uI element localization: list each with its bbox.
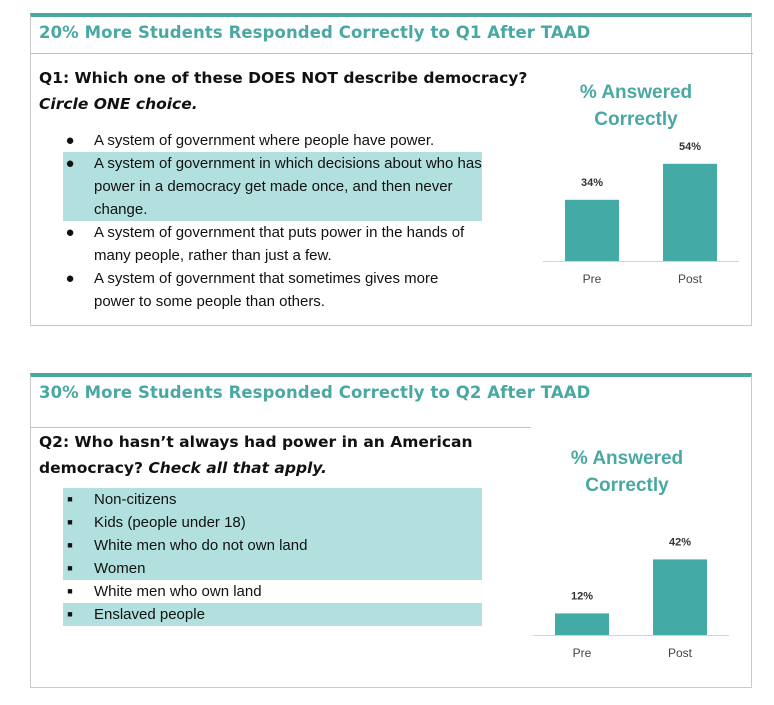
bullet-square-icon: ■: [67, 540, 73, 550]
question-panel-1: 20% More Students Responded Correctly to…: [30, 13, 753, 326]
data-label-post: 54%: [679, 141, 701, 153]
panel-1-banner: 20% More Students Responded Correctly to…: [39, 23, 591, 42]
tick-label-pre: Pre: [583, 272, 602, 286]
question-panel-2: 30% More Students Responded Correctly to…: [30, 373, 752, 688]
bullet-dot-icon: ●: [65, 270, 75, 287]
chart-2: 12% Pre 42% Post: [533, 536, 729, 660]
bullet-square-icon: ■: [67, 609, 73, 619]
chart-2-title: % Answered Correctly: [570, 448, 684, 496]
q2-option-3: ■ White men who do not own land: [63, 534, 482, 557]
chart-1: 34% Pre 54% Post: [543, 141, 739, 286]
q1-option-4: ● A system of government that sometimes g…: [63, 267, 482, 313]
q1-question-text: Q1: Which one of these DOES NOT describe…: [39, 69, 528, 87]
q2-instruction: Check all that apply.: [148, 459, 327, 477]
bar-pre: [565, 199, 619, 261]
q2-option-1: ■ Non-citizens: [63, 488, 482, 511]
bullet-square-icon: ■: [67, 517, 73, 527]
data-label-post: 42%: [669, 536, 691, 548]
bar-post: [663, 163, 717, 261]
q2-question: Q2: Who hasn’t always had power in an Am…: [39, 429, 499, 481]
bar-post: [653, 559, 707, 635]
panel-1-divider: [31, 53, 753, 54]
q1-option-1: ● A system of government where people hav…: [63, 129, 482, 152]
q2-option-6: ■ Enslaved people: [63, 603, 482, 626]
chart-1-title: % Answered Correctly: [579, 82, 693, 130]
bullet-dot-icon: ●: [65, 155, 75, 172]
q1-instruction: Circle ONE choice.: [39, 95, 198, 113]
tick-label-pre: Pre: [573, 646, 592, 660]
q1-options-list: ● A system of government where people hav…: [63, 129, 482, 313]
q2-option-4: ■ Women: [63, 557, 482, 580]
bullet-dot-icon: ●: [65, 224, 75, 241]
bullet-dot-icon: ●: [65, 132, 75, 149]
q1-option-3: ● A system of government that puts power …: [63, 221, 482, 267]
tick-label-post: Post: [678, 272, 703, 286]
q1-question: Q1: Which one of these DOES NOT describe…: [39, 65, 539, 117]
q2-options-list: ■ Non-citizens ■ Kids (people under 18) ■ W…: [63, 488, 482, 626]
q2-option-5: ■ White men who own land: [63, 580, 482, 603]
tick-label-post: Post: [668, 646, 693, 660]
data-label-pre: 34%: [581, 177, 603, 189]
panel-2-banner: 30% More Students Responded Correctly to…: [39, 383, 591, 402]
q1-option-2-correct: ● A system of government in which decisio…: [63, 152, 482, 221]
data-label-pre: 12%: [571, 590, 593, 602]
bullet-square-icon: ■: [67, 494, 73, 504]
q2-question-text: Q2: Who hasn’t always had power in an Am…: [39, 433, 473, 477]
bullet-square-icon: ■: [67, 563, 73, 573]
bar-pre: [555, 613, 609, 635]
bullet-square-icon: ■: [67, 586, 73, 596]
q2-option-2: ■ Kids (people under 18): [63, 511, 482, 534]
panel-2-divider: [31, 427, 531, 428]
